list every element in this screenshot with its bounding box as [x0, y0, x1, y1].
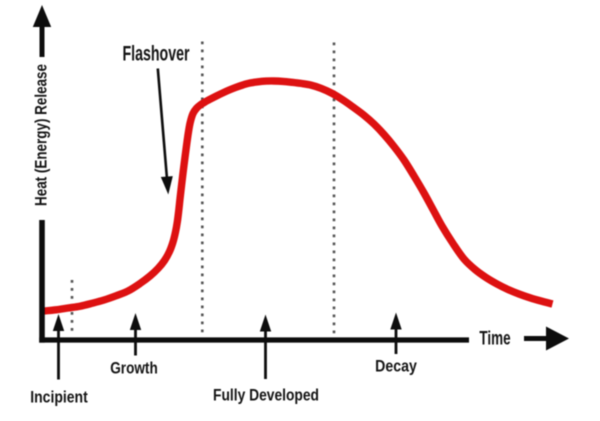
fully-developed-arrow-icon: [259, 314, 272, 379]
y-axis: [32, 5, 52, 343]
flashover-arrow-icon: [156, 68, 173, 195]
y-axis-label: Heat (Energy) Release: [31, 64, 50, 206]
incipient-arrowhead-icon: [52, 314, 65, 331]
stage-label-growth: Growth: [110, 358, 158, 377]
decay-arrow-icon: [390, 312, 402, 354]
flashover-label: Flashover: [121, 42, 190, 66]
y-axis-arrowhead-icon: [32, 5, 52, 27]
fire-curve: [43, 77, 554, 315]
stage-label-decay: Decay: [375, 356, 417, 376]
flashover-arrowhead-icon: [160, 176, 173, 195]
incipient-arrow-icon: [52, 314, 65, 380]
x-axis-arrowhead-icon: [546, 326, 569, 351]
stage-label-incipient: Incipient: [30, 387, 88, 406]
stage-marker-arrows: [52, 312, 402, 380]
fully-developed-arrowhead-icon: [259, 314, 272, 332]
growth-arrowhead-icon: [129, 313, 142, 330]
flashover-arrow-shaft: [156, 68, 169, 179]
decay-arrowhead-icon: [390, 312, 402, 330]
x-axis-label: Time: [479, 328, 511, 349]
growth-arrow-icon: [129, 313, 142, 356]
stage-label-fully-developed: Fully Developed: [212, 385, 319, 405]
